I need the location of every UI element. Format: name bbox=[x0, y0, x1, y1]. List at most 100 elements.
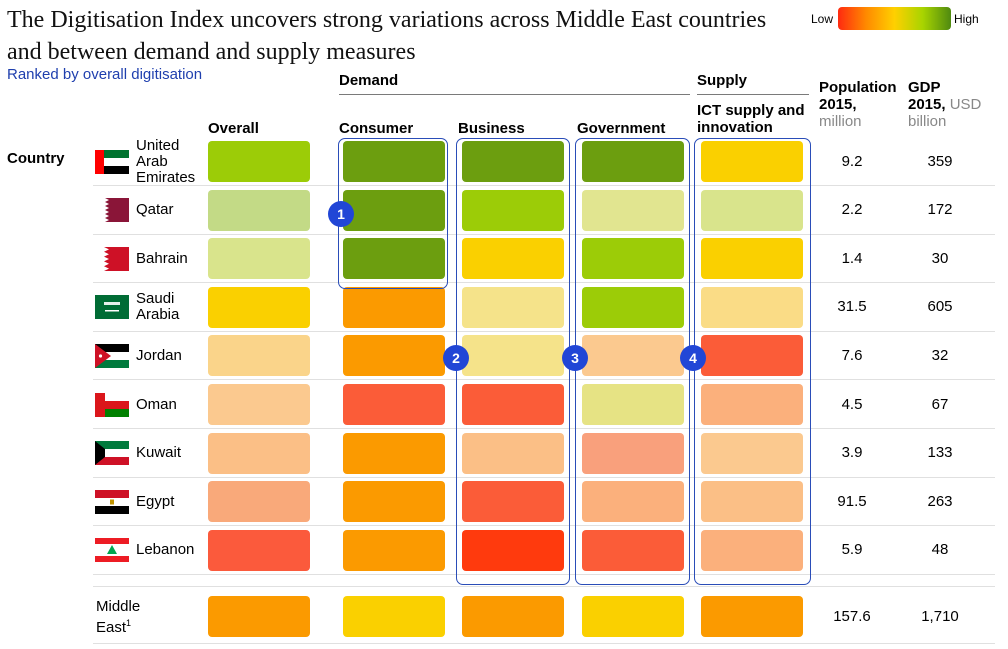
total-name-line-1: Middle bbox=[96, 598, 141, 615]
uae-flag bbox=[95, 149, 129, 174]
heat-cell-overall bbox=[208, 384, 310, 425]
heat-cell-government bbox=[582, 238, 684, 280]
total-heat-cell-consumer bbox=[343, 596, 445, 637]
egypt-flag bbox=[95, 489, 129, 514]
population-value: 5.9 bbox=[841, 541, 863, 559]
heat-cell-government bbox=[582, 481, 684, 523]
callout-badge-1: 1 bbox=[328, 201, 354, 227]
gdp-header-year: 2015, bbox=[908, 96, 946, 113]
heat-cell-business bbox=[462, 238, 564, 280]
country-name: United Arab Emirates bbox=[136, 136, 208, 186]
gdp-header-label: GDP bbox=[908, 79, 941, 96]
population-value: 91.5 bbox=[837, 492, 867, 510]
population-value: 2.2 bbox=[841, 201, 863, 219]
column-header-population: Population 2015, million bbox=[819, 79, 909, 130]
heat-cell-consumer bbox=[343, 141, 445, 182]
chart-title: The Digitisation Index uncovers strong v… bbox=[7, 7, 767, 65]
qatar-flag bbox=[95, 198, 129, 223]
row-separator bbox=[93, 525, 995, 527]
heat-cell-ict bbox=[701, 189, 803, 231]
population-value: 7.6 bbox=[841, 346, 863, 364]
population-value: 3.9 bbox=[841, 444, 863, 462]
country-name-text: Kuwait bbox=[136, 445, 181, 461]
group-demand-rule bbox=[339, 94, 690, 95]
country-name: Lebanon bbox=[136, 542, 208, 558]
heat-cell-overall bbox=[208, 529, 310, 571]
gdp-value: 359 bbox=[927, 152, 953, 170]
total-heat-cell-government bbox=[582, 596, 684, 637]
row-separator bbox=[93, 428, 995, 429]
callout-box-2 bbox=[456, 138, 570, 585]
heat-cell-overall bbox=[208, 141, 310, 182]
gdp-value: 30 bbox=[931, 249, 949, 267]
heat-cell-ict bbox=[701, 335, 803, 377]
heat-cell-overall bbox=[208, 189, 310, 231]
country-name: Egypt bbox=[136, 493, 208, 510]
column-header-country: Country bbox=[7, 150, 65, 167]
callout-box-4 bbox=[694, 138, 811, 585]
heat-cell-government bbox=[582, 141, 684, 182]
group-supply-label: Supply bbox=[697, 72, 748, 89]
heat-cell-business bbox=[462, 335, 564, 377]
chart-subtitle: Ranked by overall digitisation bbox=[7, 66, 203, 83]
column-header-gdp: GDP 2015, USD billion bbox=[908, 79, 1004, 130]
column-header-consumer: Consumer bbox=[339, 120, 414, 137]
heat-cell-ict bbox=[701, 529, 803, 571]
saudi-flag bbox=[95, 295, 129, 320]
country-name-line: Arab bbox=[136, 152, 168, 170]
bottom-separator bbox=[93, 643, 995, 644]
heat-cell-business bbox=[462, 286, 564, 328]
country-name-text: Bahrain bbox=[136, 249, 188, 267]
heat-cell-ict bbox=[701, 481, 803, 523]
country-name: Qatar bbox=[136, 202, 208, 218]
gdp-value: 133 bbox=[927, 444, 953, 462]
column-header-ict: ICT supply and innovation bbox=[697, 102, 805, 136]
population-value: 4.5 bbox=[841, 395, 863, 413]
heat-cell-consumer bbox=[343, 481, 445, 523]
heat-cell-ict bbox=[701, 432, 803, 474]
gdp-header-unit-scale: billion bbox=[908, 113, 947, 130]
heat-cell-government bbox=[582, 432, 684, 474]
population-header-year: 2015, bbox=[819, 96, 857, 113]
heat-cell-ict bbox=[701, 141, 803, 182]
total-name-line-2-text: East bbox=[96, 619, 127, 636]
legend-high-label: High bbox=[954, 12, 979, 26]
heat-cell-business bbox=[462, 141, 564, 182]
country-name-text: Lebanon bbox=[136, 542, 194, 558]
total-name-line-2: East1 bbox=[96, 615, 186, 636]
country-name-line: United bbox=[136, 136, 180, 154]
heat-cell-consumer bbox=[343, 384, 445, 425]
gdp-value: 605 bbox=[927, 298, 953, 316]
row-separator bbox=[93, 476, 995, 478]
total-separator bbox=[93, 586, 995, 587]
gdp-value: 48 bbox=[931, 541, 949, 559]
population-header-unit: million bbox=[819, 113, 862, 130]
total-heat-cell-business bbox=[462, 596, 564, 637]
country-name: Oman bbox=[136, 395, 208, 413]
country-name-line: Saudi bbox=[136, 290, 175, 308]
total-population-value: 157.6 bbox=[833, 607, 871, 625]
gdp-value: 32 bbox=[931, 346, 949, 364]
country-name-line: Arabia bbox=[136, 306, 180, 324]
heat-cell-government bbox=[582, 286, 684, 328]
total-heat-cell-overall bbox=[208, 596, 310, 637]
country-name: Kuwait bbox=[136, 445, 208, 461]
jordan-flag bbox=[95, 343, 129, 368]
heat-cell-overall bbox=[208, 335, 310, 377]
bahrain-flag bbox=[95, 246, 129, 271]
country-name-text: Qatar bbox=[136, 202, 174, 218]
heat-cell-consumer bbox=[343, 189, 445, 231]
heat-cell-business bbox=[462, 189, 564, 231]
total-footnote-marker: 1 bbox=[126, 618, 132, 628]
total-gdp-value: 1,710 bbox=[921, 607, 959, 625]
callout-badge-3: 3 bbox=[562, 345, 588, 371]
country-name-line: Bahrain bbox=[136, 249, 188, 267]
population-value: 31.5 bbox=[837, 298, 867, 316]
country-name-line: Oman bbox=[136, 395, 177, 413]
column-header-government: Government bbox=[577, 120, 666, 137]
heat-cell-business bbox=[462, 432, 564, 474]
country-name-text: United Arab Emirates bbox=[136, 136, 195, 186]
country-name-text: Saudi Arabia bbox=[136, 291, 179, 323]
country-name-line: Qatar bbox=[136, 201, 174, 219]
country-name-text: Jordan bbox=[136, 347, 182, 364]
